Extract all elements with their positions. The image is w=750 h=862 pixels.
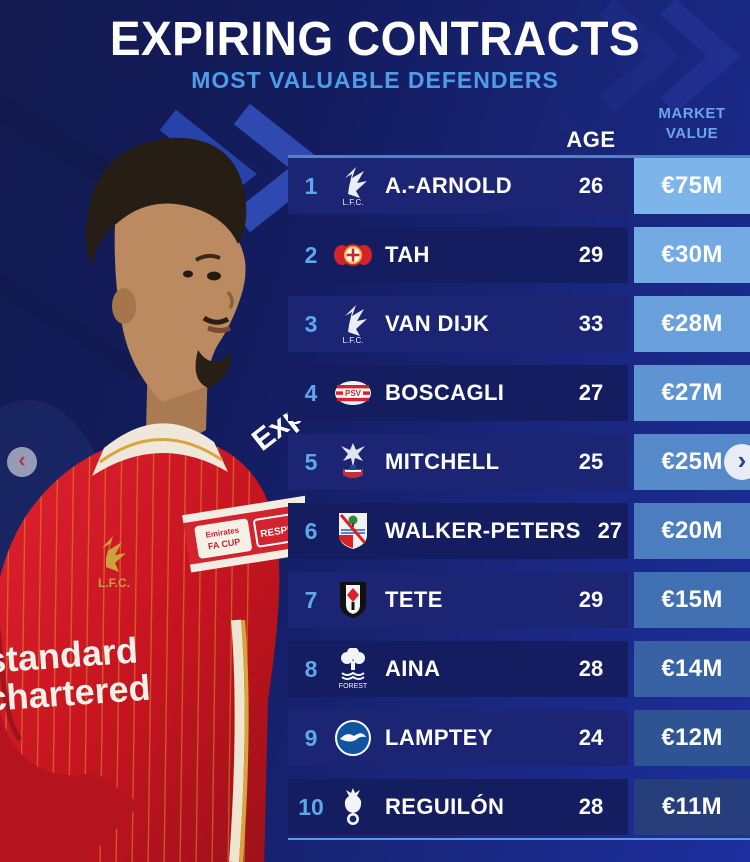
chevron-right-icon: ›: [737, 445, 747, 475]
table-row: 1 L.F.C. A.-ARNOLD 26 €75M: [288, 158, 750, 214]
liverpool-badge: L.F.C.: [334, 302, 372, 346]
svg-text:standard: standard: [0, 629, 139, 681]
page-subtitle: MOST VALUABLE DEFENDERS: [191, 67, 559, 93]
market-value: €75M: [634, 158, 750, 214]
player-name: LAMPTEY: [385, 725, 493, 750]
chevron-left-icon: ‹: [18, 447, 26, 472]
carousel-next-button[interactable]: ›: [724, 444, 750, 480]
player-name: MITCHELL: [385, 449, 500, 474]
brighton-badge: [334, 716, 372, 760]
svg-text:FA CUP: FA CUP: [207, 537, 241, 552]
rank-number: 6: [304, 517, 318, 544]
player-age: 27: [578, 380, 604, 405]
player-photo: L.F.C. standard chartered Expedia Emirat…: [0, 137, 305, 862]
player-name: AINA: [385, 656, 441, 681]
table-row: 7 TETE 29 €15M: [288, 572, 750, 628]
market-value: €25M: [634, 434, 750, 490]
player-age: 28: [578, 656, 604, 681]
fulham-badge: [334, 578, 372, 622]
rank-number: 7: [304, 586, 318, 613]
player-age: 28: [578, 794, 604, 819]
column-header-age: AGE: [566, 127, 616, 152]
liverpool-badge: L.F.C.: [334, 164, 372, 208]
rank-number: 8: [304, 655, 318, 682]
tottenham-badge: [334, 785, 372, 829]
svg-text:L.F.C.: L.F.C.: [343, 336, 364, 345]
captain-armband: Emirates FA CUP RESPECT: [182, 495, 305, 573]
market-value: €27M: [634, 365, 750, 421]
column-header-market-value: MARKET VALUE: [658, 105, 726, 142]
rankings-table: 1 L.F.C. A.-ARNOLD 26 €75M 2 TAH 29 €30M…: [288, 155, 750, 840]
carousel-prev-button[interactable]: ‹: [7, 447, 37, 477]
rank-number: 3: [304, 310, 318, 337]
player-name: REGUILÓN: [385, 794, 505, 819]
player-name: TAH: [385, 242, 430, 267]
table-row: 2 TAH 29 €30M: [288, 227, 750, 283]
player-age: 33: [578, 311, 604, 336]
market-value: €28M: [634, 296, 750, 352]
table-row: 5 MITCHELL 25 €25M: [288, 434, 750, 490]
market-value: €20M: [634, 503, 750, 559]
player-age: 25: [578, 449, 604, 474]
table-row: 3 L.F.C. VAN DIJK 33 €28M: [288, 296, 750, 352]
market-value: €12M: [634, 710, 750, 766]
market-value: €11M: [634, 779, 750, 835]
player-age: 29: [578, 242, 604, 267]
leverkusen-badge: [334, 233, 372, 277]
svg-text:PSV: PSV: [345, 389, 362, 398]
player-name: WALKER-PETERS: [385, 518, 581, 543]
crystal-palace-badge: [334, 440, 372, 484]
rank-number: 10: [298, 793, 324, 820]
nottingham-forest-badge: FOREST: [334, 647, 372, 691]
psv-badge: PSV: [334, 371, 372, 415]
market-value: €15M: [634, 572, 750, 628]
table-row: 6 WALKER-PETERS 27 €20M: [288, 503, 750, 559]
player-age: 27: [597, 518, 623, 543]
table-row: 4 PSV BOSCAGLI 27 €27M: [288, 365, 750, 421]
southampton-badge: [334, 509, 372, 553]
table-row: 8 FOREST AINA 28 €14M: [288, 641, 750, 697]
svg-text:Emirates: Emirates: [205, 525, 240, 539]
rank-number: 9: [304, 724, 318, 751]
rank-number: 5: [304, 448, 318, 475]
table-row: 9 LAMPTEY 24 €12M: [288, 710, 750, 766]
market-value: €14M: [634, 641, 750, 697]
liverpool-crest: L.F.C.: [98, 536, 130, 590]
svg-text:FOREST: FOREST: [339, 683, 368, 690]
svg-text:chartered: chartered: [0, 667, 152, 719]
player-age: 29: [578, 587, 604, 612]
rank-number: 2: [304, 241, 318, 268]
rank-number: 1: [304, 172, 318, 199]
player-name: TETE: [385, 587, 443, 612]
table-row: 10 REGUILÓN 28 €11M: [288, 779, 750, 835]
player-name: A.-ARNOLD: [385, 173, 513, 198]
player-age: 26: [578, 173, 604, 198]
player-age: 24: [578, 725, 604, 750]
market-value: €30M: [634, 227, 750, 283]
player-name: VAN DIJK: [385, 311, 490, 336]
rank-number: 4: [304, 379, 318, 406]
player-name: BOSCAGLI: [385, 380, 505, 405]
svg-text:L.F.C.: L.F.C.: [343, 198, 364, 207]
svg-text:L.F.C.: L.F.C.: [98, 576, 130, 590]
page-title: EXPIRING CONTRACTS: [109, 10, 641, 66]
